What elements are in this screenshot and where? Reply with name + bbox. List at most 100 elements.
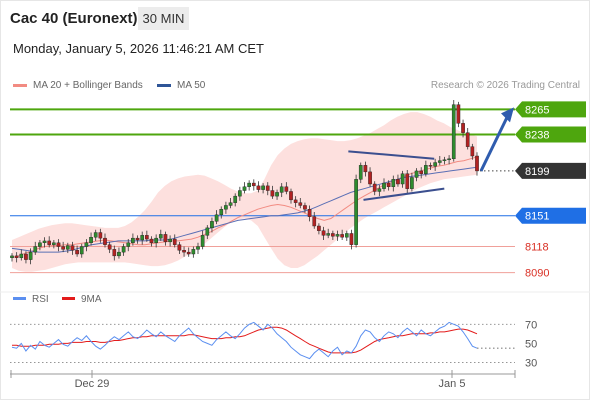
candle-body (326, 233, 331, 236)
candle-body (251, 182, 256, 187)
candle-body (28, 251, 33, 260)
rsi-line (11, 321, 478, 360)
candle-body (112, 249, 117, 257)
legend-swatch-9ma (62, 297, 75, 300)
candle-body (335, 234, 340, 237)
candle-body (247, 182, 251, 187)
candle-body (261, 185, 265, 190)
candle-body (214, 214, 219, 222)
rsi-tick-70: 70 (525, 319, 537, 331)
candle-body (200, 235, 205, 247)
candle-body (52, 242, 56, 245)
candle-body (131, 237, 135, 243)
candle-body (117, 251, 121, 257)
legend-label-ma20: MA 20 + Bollinger Bands (33, 80, 143, 91)
candle-body (149, 238, 154, 243)
candle-body (228, 202, 233, 206)
candle-body (47, 240, 52, 245)
candle-body (400, 173, 405, 185)
candle-body (344, 233, 349, 238)
candle-body (396, 179, 400, 185)
research-credit: Research © 2026 Trading Central (430, 80, 580, 91)
candle-body (433, 162, 437, 167)
candle-body (321, 230, 326, 236)
x-tick-label: Dec 29 (75, 378, 110, 390)
instrument-title: Cac 40 (Euronext) (10, 10, 138, 27)
candle-body (289, 191, 293, 201)
projection-arrow-head (501, 107, 514, 123)
price-level-label-8151: 8151 (525, 211, 549, 223)
rsi-tick-50: 50 (525, 338, 537, 350)
candle-body (186, 251, 191, 255)
price-level-label-8090: 8090 (525, 268, 549, 280)
candle-body (205, 227, 210, 236)
candle-body (405, 173, 410, 189)
rsi-tick-30: 30 (525, 357, 537, 369)
candle-body (242, 186, 247, 191)
candle-body (154, 237, 158, 243)
ma50-line (11, 166, 478, 253)
candle-body (256, 185, 261, 190)
candle-body (65, 245, 70, 250)
candle-body (158, 234, 163, 239)
candle-body (177, 244, 182, 251)
candle-body (303, 205, 307, 210)
candle-body (10, 255, 14, 258)
candle-body (196, 246, 200, 250)
candle-body (265, 185, 270, 191)
candle-body (70, 245, 75, 251)
candle-body (358, 165, 363, 180)
candle-body (293, 199, 298, 203)
candle-body (428, 165, 433, 167)
candle-body (140, 235, 145, 241)
candle-body (210, 221, 214, 229)
candle-body (363, 165, 368, 173)
candle-body (107, 244, 112, 250)
candle-body (340, 234, 344, 238)
candle-body (442, 159, 447, 161)
candle-body (168, 238, 172, 243)
candle-body (284, 186, 289, 192)
price-level-label-8118: 8118 (525, 242, 549, 254)
candle-body (14, 255, 19, 258)
candle-body (307, 208, 312, 217)
candle-body (475, 155, 479, 172)
timeframe-badge[interactable]: 30 MIN (138, 7, 189, 30)
candle-body (312, 216, 317, 227)
candle-body (410, 177, 414, 189)
candle-body (465, 132, 470, 147)
candle-body (275, 192, 279, 197)
candle-body (19, 253, 24, 258)
triangle-upper-line (348, 150, 435, 160)
candle-body (93, 232, 98, 238)
candle-body (38, 242, 42, 247)
candle-body (135, 237, 140, 241)
candle-body (89, 236, 93, 243)
x-tick-label: Jan 5 (439, 378, 466, 390)
candle-body (451, 104, 456, 159)
candle-body (182, 250, 186, 253)
legend-swatch-rsi (13, 297, 26, 300)
candle-body (354, 179, 358, 245)
legend-label-9ma: 9MA (81, 294, 102, 305)
candle-body (24, 253, 28, 260)
candle-body (219, 208, 224, 215)
price-level-label-8265: 8265 (525, 104, 549, 116)
candle-body (372, 183, 377, 192)
candle-body (79, 246, 84, 255)
candle-body (461, 123, 465, 133)
projection-arrow-shaft (479, 114, 510, 172)
legend-item-ma20: MA 20 + Bollinger Bands (13, 80, 143, 91)
price-level-tag-8151 (515, 207, 586, 224)
candle-body (163, 234, 168, 243)
candle-body (103, 237, 107, 245)
candle-body (238, 190, 242, 197)
candle-body (270, 190, 275, 197)
price-level-tag-8238 (515, 126, 586, 143)
candle-body (279, 186, 284, 193)
legend-label-rsi: RSI (32, 294, 49, 305)
candle-body (349, 233, 354, 245)
candle-body (386, 182, 391, 187)
candle-body (224, 205, 228, 210)
